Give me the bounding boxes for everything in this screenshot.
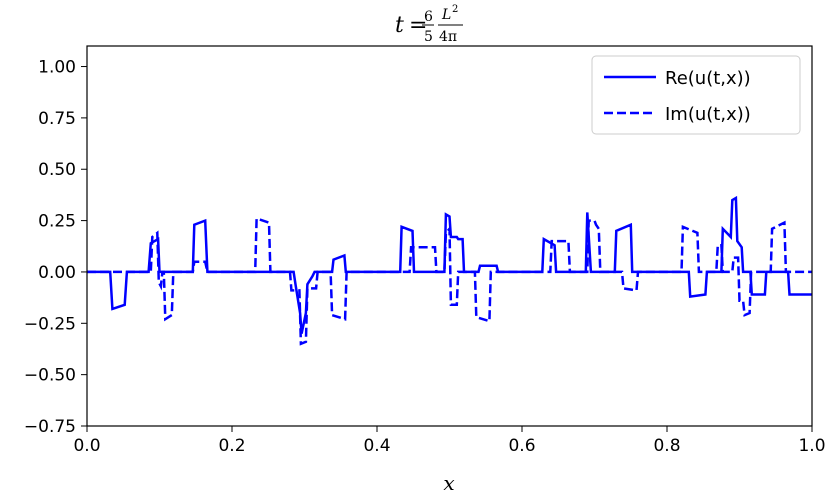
series-layer — [87, 195, 812, 346]
x-tick-label: 1.0 — [798, 436, 825, 456]
legend-label-im: Im(u(t,x)) — [665, 104, 751, 125]
title-frac1-num: 6 — [424, 9, 433, 25]
y-tick-label: 0.25 — [38, 212, 76, 232]
y-tick-label: −0.75 — [24, 417, 76, 437]
series-line-im — [87, 216, 812, 346]
x-tick-label: 0.2 — [218, 436, 245, 456]
x-tick-label: 0.8 — [653, 436, 680, 456]
legend-label-re: Re(u(t,x)) — [665, 68, 751, 89]
y-tick-label: 1.00 — [38, 58, 76, 78]
y-tick-label: −0.50 — [24, 366, 76, 386]
title-equals: = — [409, 13, 427, 38]
title-frac2-num: L — [441, 7, 451, 23]
x-tick-label: 0.0 — [73, 436, 100, 456]
title-frac1-den: 5 — [424, 29, 433, 45]
y-tick-label: 0.50 — [38, 160, 76, 180]
chart-title: t = 6 5 L 2 4π — [395, 4, 463, 45]
plot-frame — [86, 45, 813, 427]
y-tick-label: −0.25 — [24, 314, 76, 334]
x-axis: 0.0 0.2 0.4 0.6 0.8 1.0 — [73, 426, 826, 456]
x-axis-label: x — [443, 471, 454, 495]
y-axis: −0.75 −0.50 −0.25 0.00 0.25 0.50 0.75 1.00 — [24, 58, 87, 437]
x-tick-label: 0.6 — [508, 436, 535, 456]
y-tick-label: 0.75 — [38, 109, 76, 129]
title-lhs: t — [395, 13, 404, 38]
legend-box — [591, 55, 801, 135]
legend: Re(u(t,x)) Im(u(t,x)) — [591, 55, 801, 135]
x-tick-label: 0.4 — [363, 436, 390, 456]
y-tick-label: 0.00 — [38, 263, 76, 283]
title-frac2-sup: 2 — [452, 4, 458, 15]
title-frac2-den: 4π — [439, 29, 457, 45]
